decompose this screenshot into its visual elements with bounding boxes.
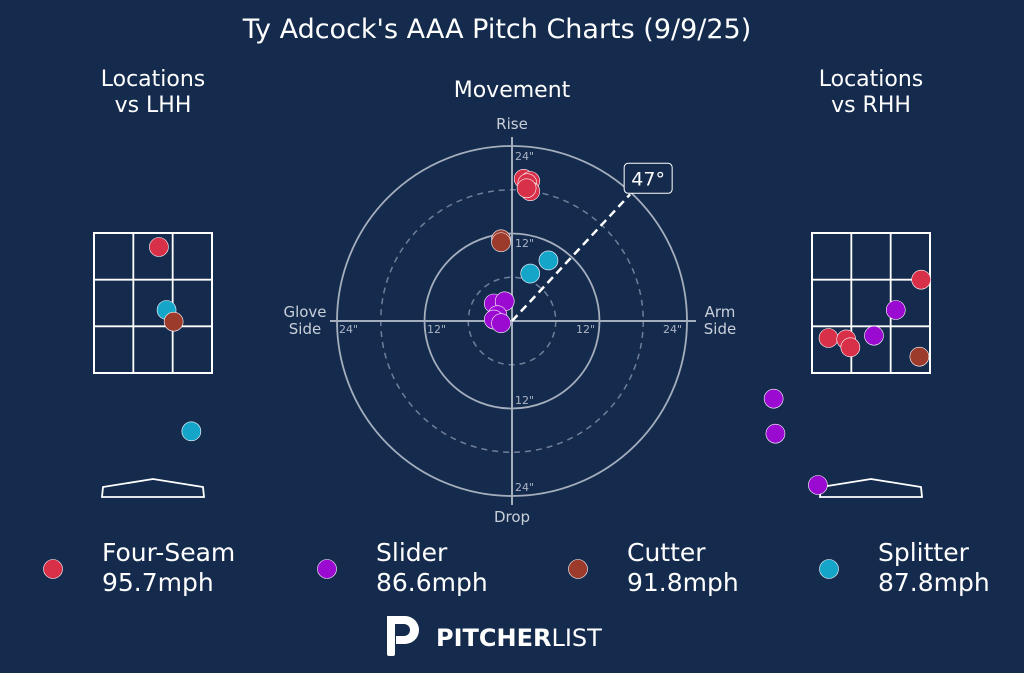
ring-label-bottom-24: 24" (515, 481, 534, 494)
legend-pitch-name: Splitter (878, 538, 970, 567)
legend-pitch-speed: 95.7mph (102, 568, 214, 597)
arm-angle-label: 47° (631, 168, 665, 190)
ring-label-left-12: 12" (427, 323, 446, 336)
axis-label-drop: Drop (494, 508, 530, 526)
lhh-pitch-point (163, 311, 184, 332)
legend-marker (317, 559, 337, 579)
legend-marker (819, 559, 839, 579)
legend-pitch-speed: 91.8mph (627, 568, 739, 597)
legend-marker (43, 559, 63, 579)
logo-brand-light: LIST (551, 624, 602, 652)
zone-outline (93, 232, 213, 374)
movement-pitch-point (538, 250, 559, 271)
lhh-title-line: Locations (101, 67, 206, 92)
chart-title: Ty Adcock's AAA Pitch Charts (9/9/25) (242, 14, 752, 45)
legend-pitch-name: Cutter (627, 538, 706, 567)
rhh-title-line: vs RHH (831, 93, 911, 118)
rhh-pitch-point (885, 300, 906, 320)
lhh-pitch-point (149, 237, 169, 257)
rhh-pitch-point (763, 388, 784, 409)
movement-title: Movement (454, 78, 571, 103)
rhh-points (763, 269, 931, 495)
lhh-pitch-point (181, 421, 202, 442)
rhh-pitch-point (864, 325, 884, 346)
lhh-home-plate (101, 478, 205, 498)
rhh-pitch-point (909, 346, 930, 367)
axis-label-glove-side: Side (289, 320, 321, 338)
legend-pitch-name: Slider (376, 538, 448, 567)
zone-outline (811, 232, 931, 374)
ring-label-top-12: 12" (515, 237, 534, 250)
arm-angle-badge: 47° (623, 162, 673, 194)
movement-pitch-point (516, 178, 537, 199)
axis-label-arm-side: Side (704, 320, 736, 338)
ring-label-bottom-12: 12" (515, 394, 534, 407)
rhh-home-plate (819, 478, 923, 498)
rhh-title-line: Locations (819, 67, 924, 92)
legend-pitch-speed: 87.8mph (878, 568, 990, 597)
rhh-pitch-point (808, 475, 828, 495)
rhh-pitch-point (840, 337, 861, 358)
axis-label-arm-side: Arm (705, 303, 736, 321)
ring-label-top-24: 24" (515, 150, 534, 163)
ring-label-left-24: 24" (339, 323, 358, 336)
ring-label-right-12: 12" (576, 323, 595, 336)
movement-points (483, 169, 559, 333)
legend-marker (568, 559, 588, 579)
rhh-pitch-point (765, 423, 786, 444)
legend-pitch-name: Four-Seam (102, 538, 235, 567)
axis-label-glove-side: Glove (283, 303, 326, 321)
rhh-pitch-point (818, 328, 839, 348)
legend-pitch-speed: 86.6mph (376, 568, 488, 597)
arm-angle-line (511, 193, 632, 322)
lhh-title-line: vs LHH (115, 93, 192, 118)
pitcherlist-logo: PITCHERLIST (387, 616, 602, 656)
movement-pitch-point (491, 232, 511, 253)
lhh-points (149, 237, 202, 442)
movement-panel: Movement 24" 12" 12" 24" 24" 12" 12" 24" Rise Drop… (283, 78, 736, 526)
logo-brand-bold: PITCHER (436, 624, 551, 652)
svg-text:PITCHERLIST: PITCHERLIST (436, 624, 602, 652)
rhh-pitch-point (911, 269, 931, 290)
arm-angle-box (623, 162, 673, 194)
axis-label-rise: Rise (496, 115, 528, 133)
pitcherlist-logo-icon (387, 616, 419, 656)
movement-pitch-point (520, 263, 541, 284)
movement-pitch-point (491, 313, 511, 333)
ring-label-right-24: 24" (663, 323, 682, 336)
lhh-strike-zone (93, 232, 213, 374)
